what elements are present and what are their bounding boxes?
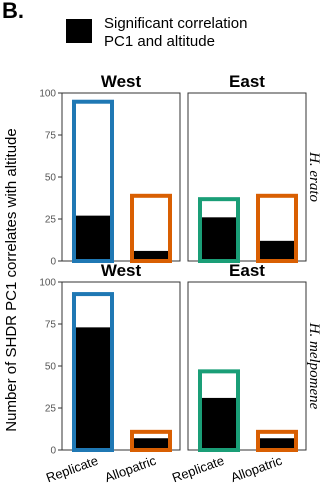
species-strip-label: H. erato: [306, 151, 322, 202]
y-tick-label: 25: [45, 404, 57, 415]
y-tick-label: 50: [45, 173, 57, 184]
y-tick-label: 0: [50, 257, 56, 268]
facet-title: West: [101, 72, 142, 91]
significant-bar: [132, 438, 170, 450]
significant-bar: [200, 397, 238, 450]
panel-letter: B.: [2, 0, 24, 23]
significant-bar: [258, 438, 296, 450]
y-axis-label: Number of SHDR PC1 correlates with altit…: [3, 128, 20, 431]
facet-title: East: [229, 72, 265, 91]
facet-title: East: [229, 261, 265, 280]
y-tick-label: 0: [50, 446, 56, 457]
y-tick-label: 75: [45, 131, 57, 142]
x-tick-label: Replicate: [170, 453, 226, 486]
facet-title: West: [101, 261, 142, 280]
significant-bar: [200, 217, 238, 261]
y-tick-label: 100: [39, 278, 56, 289]
facet-grid: West 0 25 50 75 100 East H. erato West 0 25 50 75 100…: [39, 72, 322, 485]
total-bar: [198, 369, 240, 452]
facet-panel: [187, 281, 307, 451]
y-tick-label: 100: [39, 89, 56, 100]
y-tick-label: 75: [45, 320, 57, 331]
legend-line-1: Significant correlation: [104, 15, 247, 32]
total-bar: [256, 193, 298, 263]
x-tick-label: Replicate: [44, 453, 100, 486]
species-strip-label: H. melpomene: [306, 322, 322, 410]
significant-bar: [132, 250, 170, 261]
total-bar: [256, 429, 298, 452]
significant-bar: [258, 240, 296, 261]
total-bar: [72, 292, 114, 452]
total-bar: [198, 197, 240, 264]
y-tick-label: 50: [45, 362, 57, 373]
x-tick-label: Allopatric: [103, 453, 159, 486]
total-bar: [130, 193, 172, 263]
total-bar: [130, 429, 172, 452]
legend-swatch: [66, 19, 92, 43]
legend-line-2: PC1 and altitude: [104, 33, 215, 50]
total-bar: [72, 99, 114, 263]
x-tick-label: Allopatric: [229, 453, 285, 486]
facet-panel: [187, 92, 307, 262]
y-tick-label: 25: [45, 215, 57, 226]
significant-bar: [74, 215, 112, 261]
significant-bar: [74, 327, 112, 450]
